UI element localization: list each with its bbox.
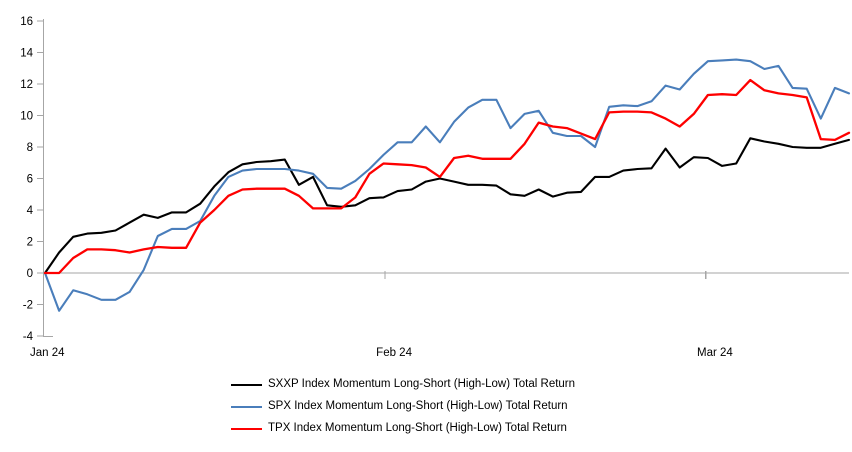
y-tick-label: 14 — [20, 48, 33, 60]
y-tick-label: -2 — [23, 300, 33, 312]
x-tick-label: Mar 24 — [697, 347, 733, 359]
legend-line-swatch-tpx — [231, 427, 262, 430]
y-tick-label: 10 — [20, 111, 33, 123]
legend-label-tpx: TPX Index Momentum Long-Short (High-Low)… — [268, 422, 567, 434]
x-tick-label: Jan 24 — [30, 347, 65, 359]
chart-legend: SXXP Index Momentum Long-Short (High-Low… — [231, 378, 575, 435]
x-tick-label: Feb 24 — [376, 347, 412, 359]
legend-label-spx: SPX Index Momentum Long-Short (High-Low)… — [268, 400, 568, 412]
series-line-2 — [43, 78, 851, 275]
legend-item-tpx: TPX Index Momentum Long-Short (High-Low)… — [231, 422, 575, 435]
legend-item-sxxp: SXXP Index Momentum Long-Short (High-Low… — [231, 378, 575, 391]
y-tick-label: 16 — [20, 16, 33, 28]
y-tick-label: 0 — [27, 268, 33, 280]
y-tick-label: -4 — [23, 331, 34, 343]
legend-line-swatch-spx — [231, 405, 262, 408]
y-tick-label: 2 — [27, 237, 33, 249]
legend-item-spx: SPX Index Momentum Long-Short (High-Low)… — [231, 400, 575, 413]
y-tick-label: 8 — [27, 142, 33, 154]
y-tick-label: 12 — [20, 79, 33, 91]
series-line-1 — [43, 58, 851, 312]
legend-line-swatch-sxxp — [231, 383, 262, 386]
y-tick-label: 6 — [27, 174, 33, 186]
legend-label-sxxp: SXXP Index Momentum Long-Short (High-Low… — [268, 378, 576, 390]
y-tick-label: 4 — [27, 205, 34, 217]
series-line-0 — [43, 137, 851, 275]
